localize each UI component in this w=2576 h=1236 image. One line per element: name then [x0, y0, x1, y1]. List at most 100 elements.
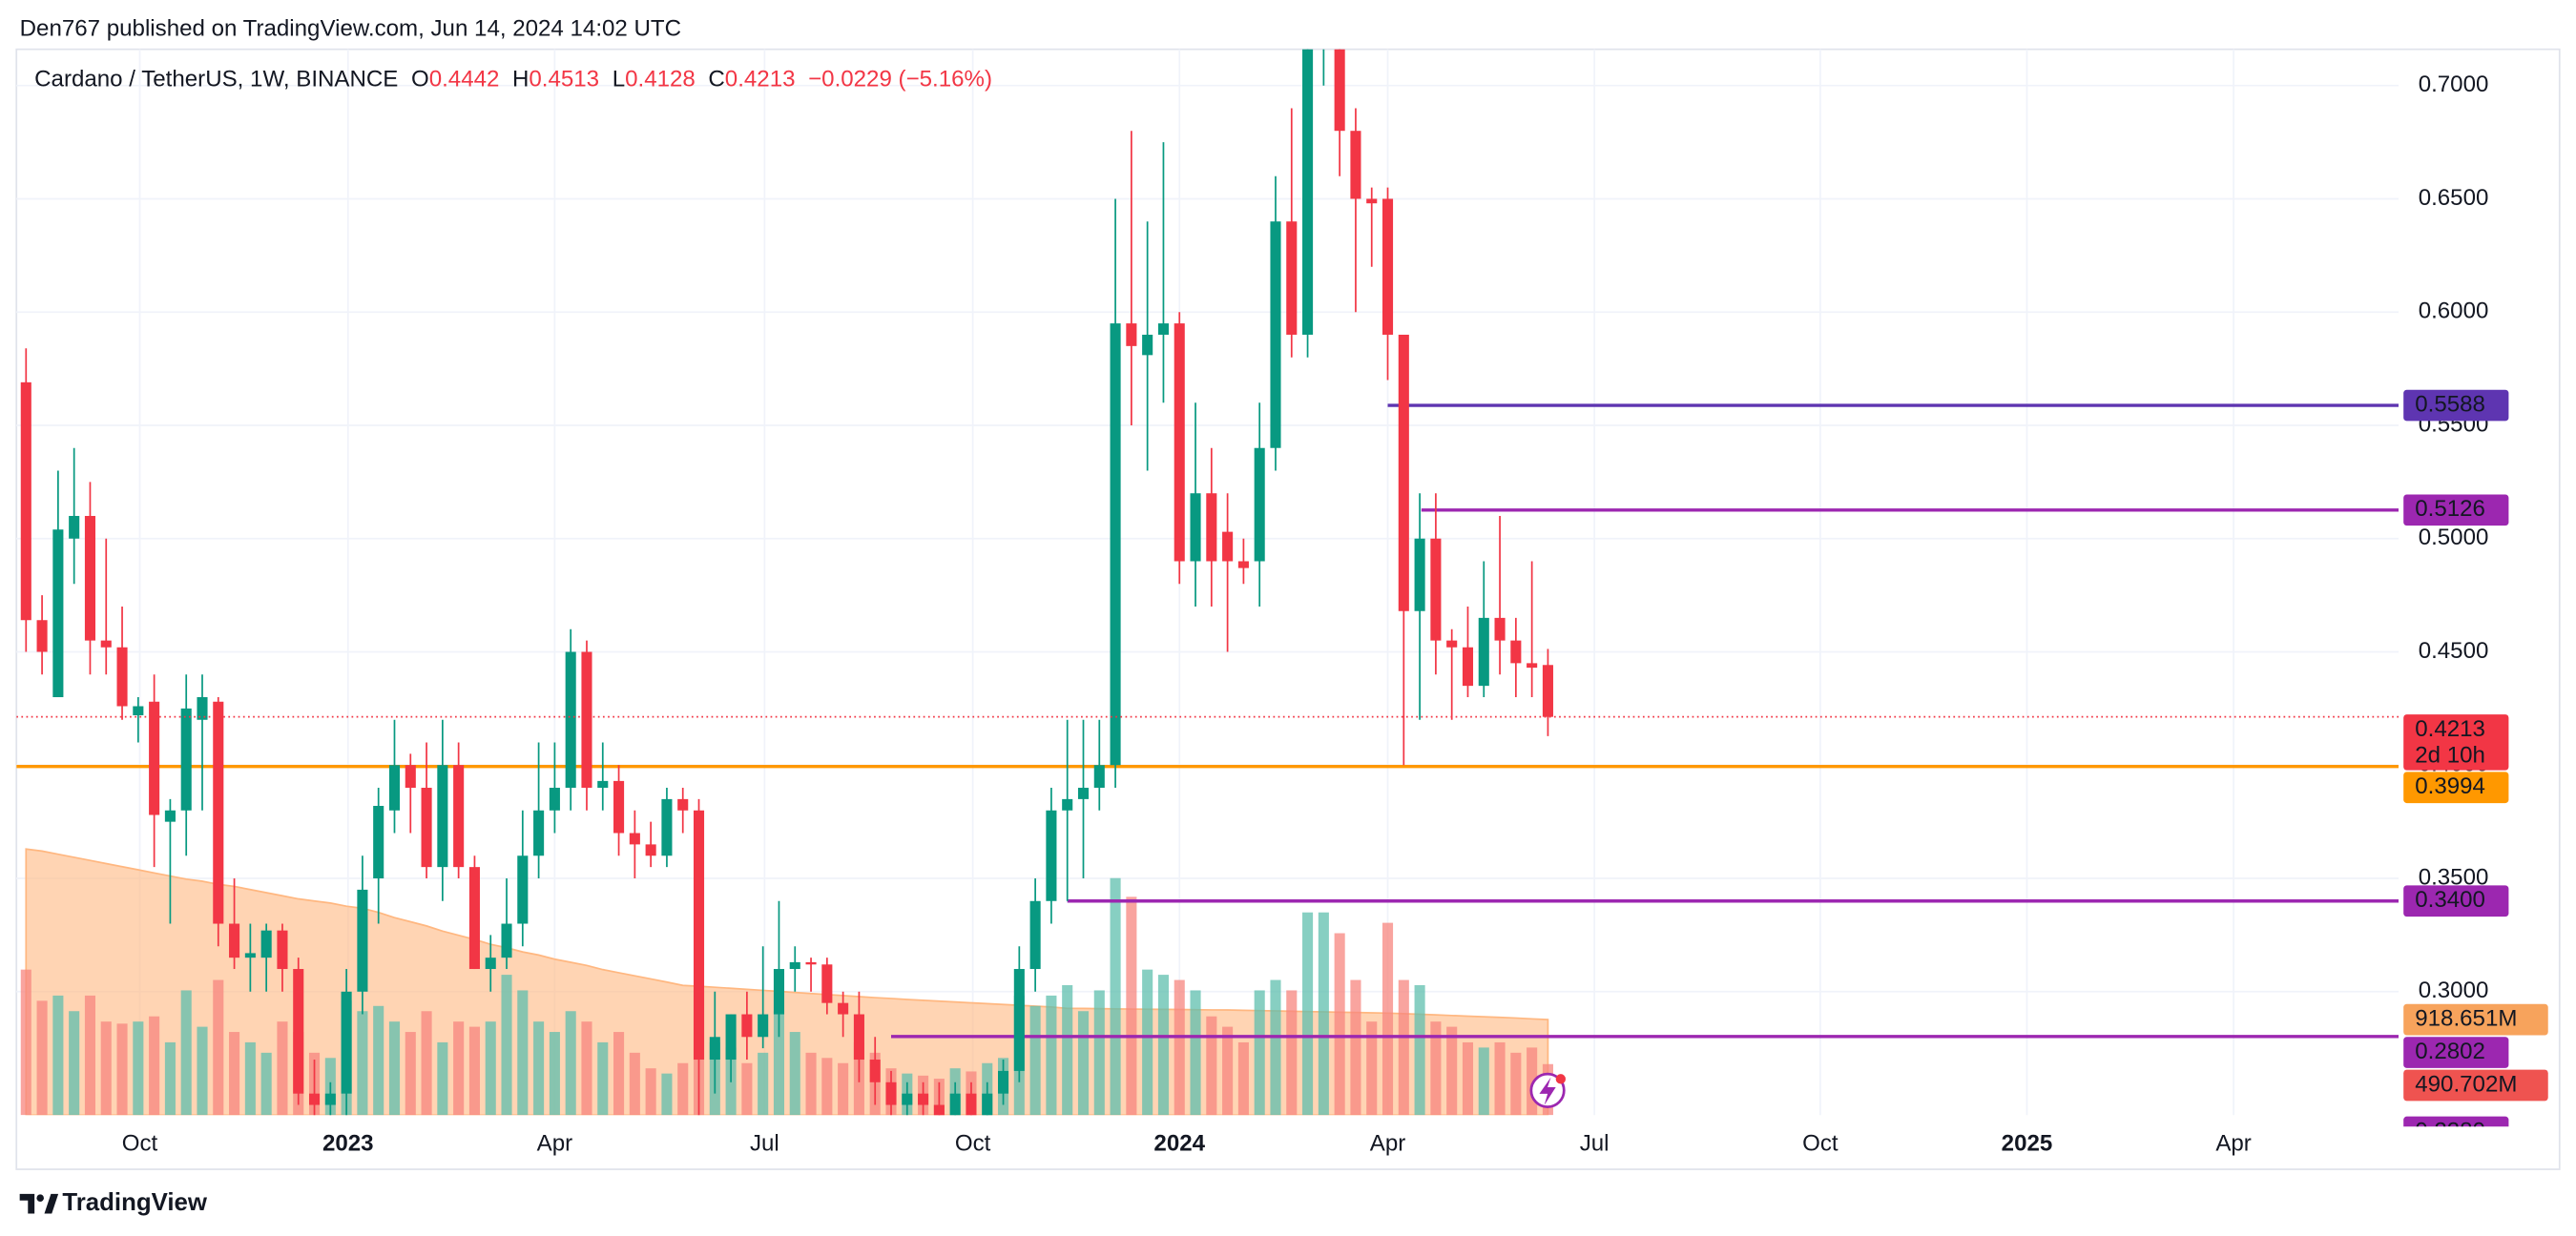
candle-body	[549, 788, 560, 811]
candle-body	[918, 1093, 929, 1105]
replay-icon[interactable]	[1529, 1072, 1567, 1108]
candle-body	[501, 923, 512, 958]
candle-body	[164, 810, 176, 822]
candle-body	[1527, 663, 1538, 669]
candle-body	[805, 961, 817, 965]
volume-bar	[741, 1062, 753, 1116]
candle-body	[100, 640, 112, 648]
scale-label-bg	[2403, 1116, 2509, 1127]
ohlc-value: 0.4128	[625, 67, 696, 93]
volume-bar	[1142, 969, 1153, 1116]
volume-bar	[661, 1073, 673, 1116]
candle-body	[293, 969, 304, 1094]
y-tick-label: 0.4500	[2419, 638, 2489, 664]
volume-bar	[180, 990, 192, 1116]
candle-body	[709, 1037, 720, 1061]
volume-bar	[1350, 979, 1361, 1116]
volume-bar	[501, 975, 512, 1116]
volume-bar	[789, 1032, 800, 1116]
candle-body	[1350, 131, 1361, 199]
candle-body	[933, 1104, 945, 1116]
candle-body	[133, 706, 144, 716]
volume-bar	[1414, 984, 1425, 1116]
candle-body	[421, 788, 432, 868]
candle-body	[1062, 798, 1073, 811]
candle-body	[1334, 49, 1345, 132]
icon-dot[interactable]	[1555, 1074, 1567, 1084]
candle-body	[613, 780, 625, 834]
candle-body	[1046, 810, 1057, 901]
volume-bar	[565, 1011, 576, 1116]
ohlc-key: O	[411, 67, 429, 93]
volume-bar	[357, 1011, 368, 1116]
candle-body	[1430, 538, 1442, 641]
ohlc-value: 0.4213	[725, 67, 796, 93]
volume-bar	[373, 1005, 384, 1116]
brand-logo	[19, 1193, 59, 1214]
x-tick-label: Jul	[750, 1131, 779, 1157]
y-tick-label: 0.7000	[2419, 72, 2489, 97]
candle-body	[1157, 323, 1169, 335]
scale-label-bg	[2403, 494, 2509, 526]
volume-bar	[1494, 1041, 1506, 1116]
candle-body	[1093, 765, 1105, 789]
candle-body	[1270, 221, 1281, 448]
volume-bar	[1110, 877, 1121, 1116]
candle-body	[1398, 334, 1409, 611]
candle-body	[1366, 198, 1378, 204]
x-tick-label: 2025	[2002, 1131, 2053, 1157]
volume-bar	[1478, 1047, 1489, 1116]
logo-part	[19, 1193, 35, 1214]
scale-label: 0.3994	[2415, 773, 2485, 799]
volume-bar	[677, 1062, 689, 1116]
scale-label: 490.702M	[2415, 1071, 2517, 1097]
volume-bar	[1286, 990, 1298, 1116]
candle-body	[1077, 788, 1090, 799]
candle-body	[277, 930, 288, 970]
volume-bar	[485, 1021, 496, 1116]
candle-body	[1237, 561, 1249, 568]
volume-bar	[213, 979, 224, 1116]
candle-body	[869, 1060, 881, 1082]
volume-bar	[260, 1052, 272, 1116]
candle-body	[1286, 221, 1298, 335]
logo-part	[36, 1194, 44, 1202]
axes: Oct 2023 Apr Jul Oct 2024 Apr Jul Oct 2025 Apr 0.30…	[122, 72, 2489, 1157]
candle-body	[244, 953, 256, 958]
volume-bar	[838, 1062, 849, 1116]
candle-body	[949, 1093, 961, 1116]
y-tick-label: 0.6500	[2419, 185, 2489, 211]
candle-body	[1206, 493, 1217, 562]
candle-body	[821, 964, 833, 1003]
x-tick-label: 2024	[1153, 1131, 1205, 1157]
volume-bar	[1270, 979, 1281, 1116]
scale-label: 0.2802	[2415, 1039, 2485, 1064]
volume-bar	[100, 1021, 112, 1116]
x-tick-label: Oct	[955, 1131, 991, 1157]
volume-bar	[1398, 979, 1409, 1116]
candle-body	[517, 855, 529, 924]
volume-bar	[1302, 912, 1314, 1116]
candle-body	[1126, 323, 1137, 346]
volume-bar	[517, 990, 529, 1116]
volume-bar	[1029, 1005, 1041, 1116]
candle-body	[388, 765, 401, 811]
volume-bar	[1093, 990, 1105, 1116]
candle-body	[69, 515, 80, 539]
candle-body	[1174, 323, 1185, 562]
y-tick-label: 0.5000	[2419, 525, 2489, 550]
icon-bolt[interactable]	[1539, 1077, 1556, 1105]
chart-frame	[15, 48, 2561, 1170]
x-tick-label: Oct	[122, 1131, 158, 1157]
candle-body	[885, 1082, 897, 1105]
scale-label-bg	[2403, 885, 2509, 917]
scale-label: 0.2380	[2415, 1118, 2485, 1143]
candle-body	[902, 1093, 913, 1105]
volume-bar	[549, 1032, 560, 1116]
candle-body	[1142, 334, 1153, 356]
candle-body	[357, 889, 368, 992]
candle-body	[36, 620, 48, 652]
volume-bar	[1510, 1052, 1522, 1116]
volume-bar	[1046, 995, 1057, 1116]
